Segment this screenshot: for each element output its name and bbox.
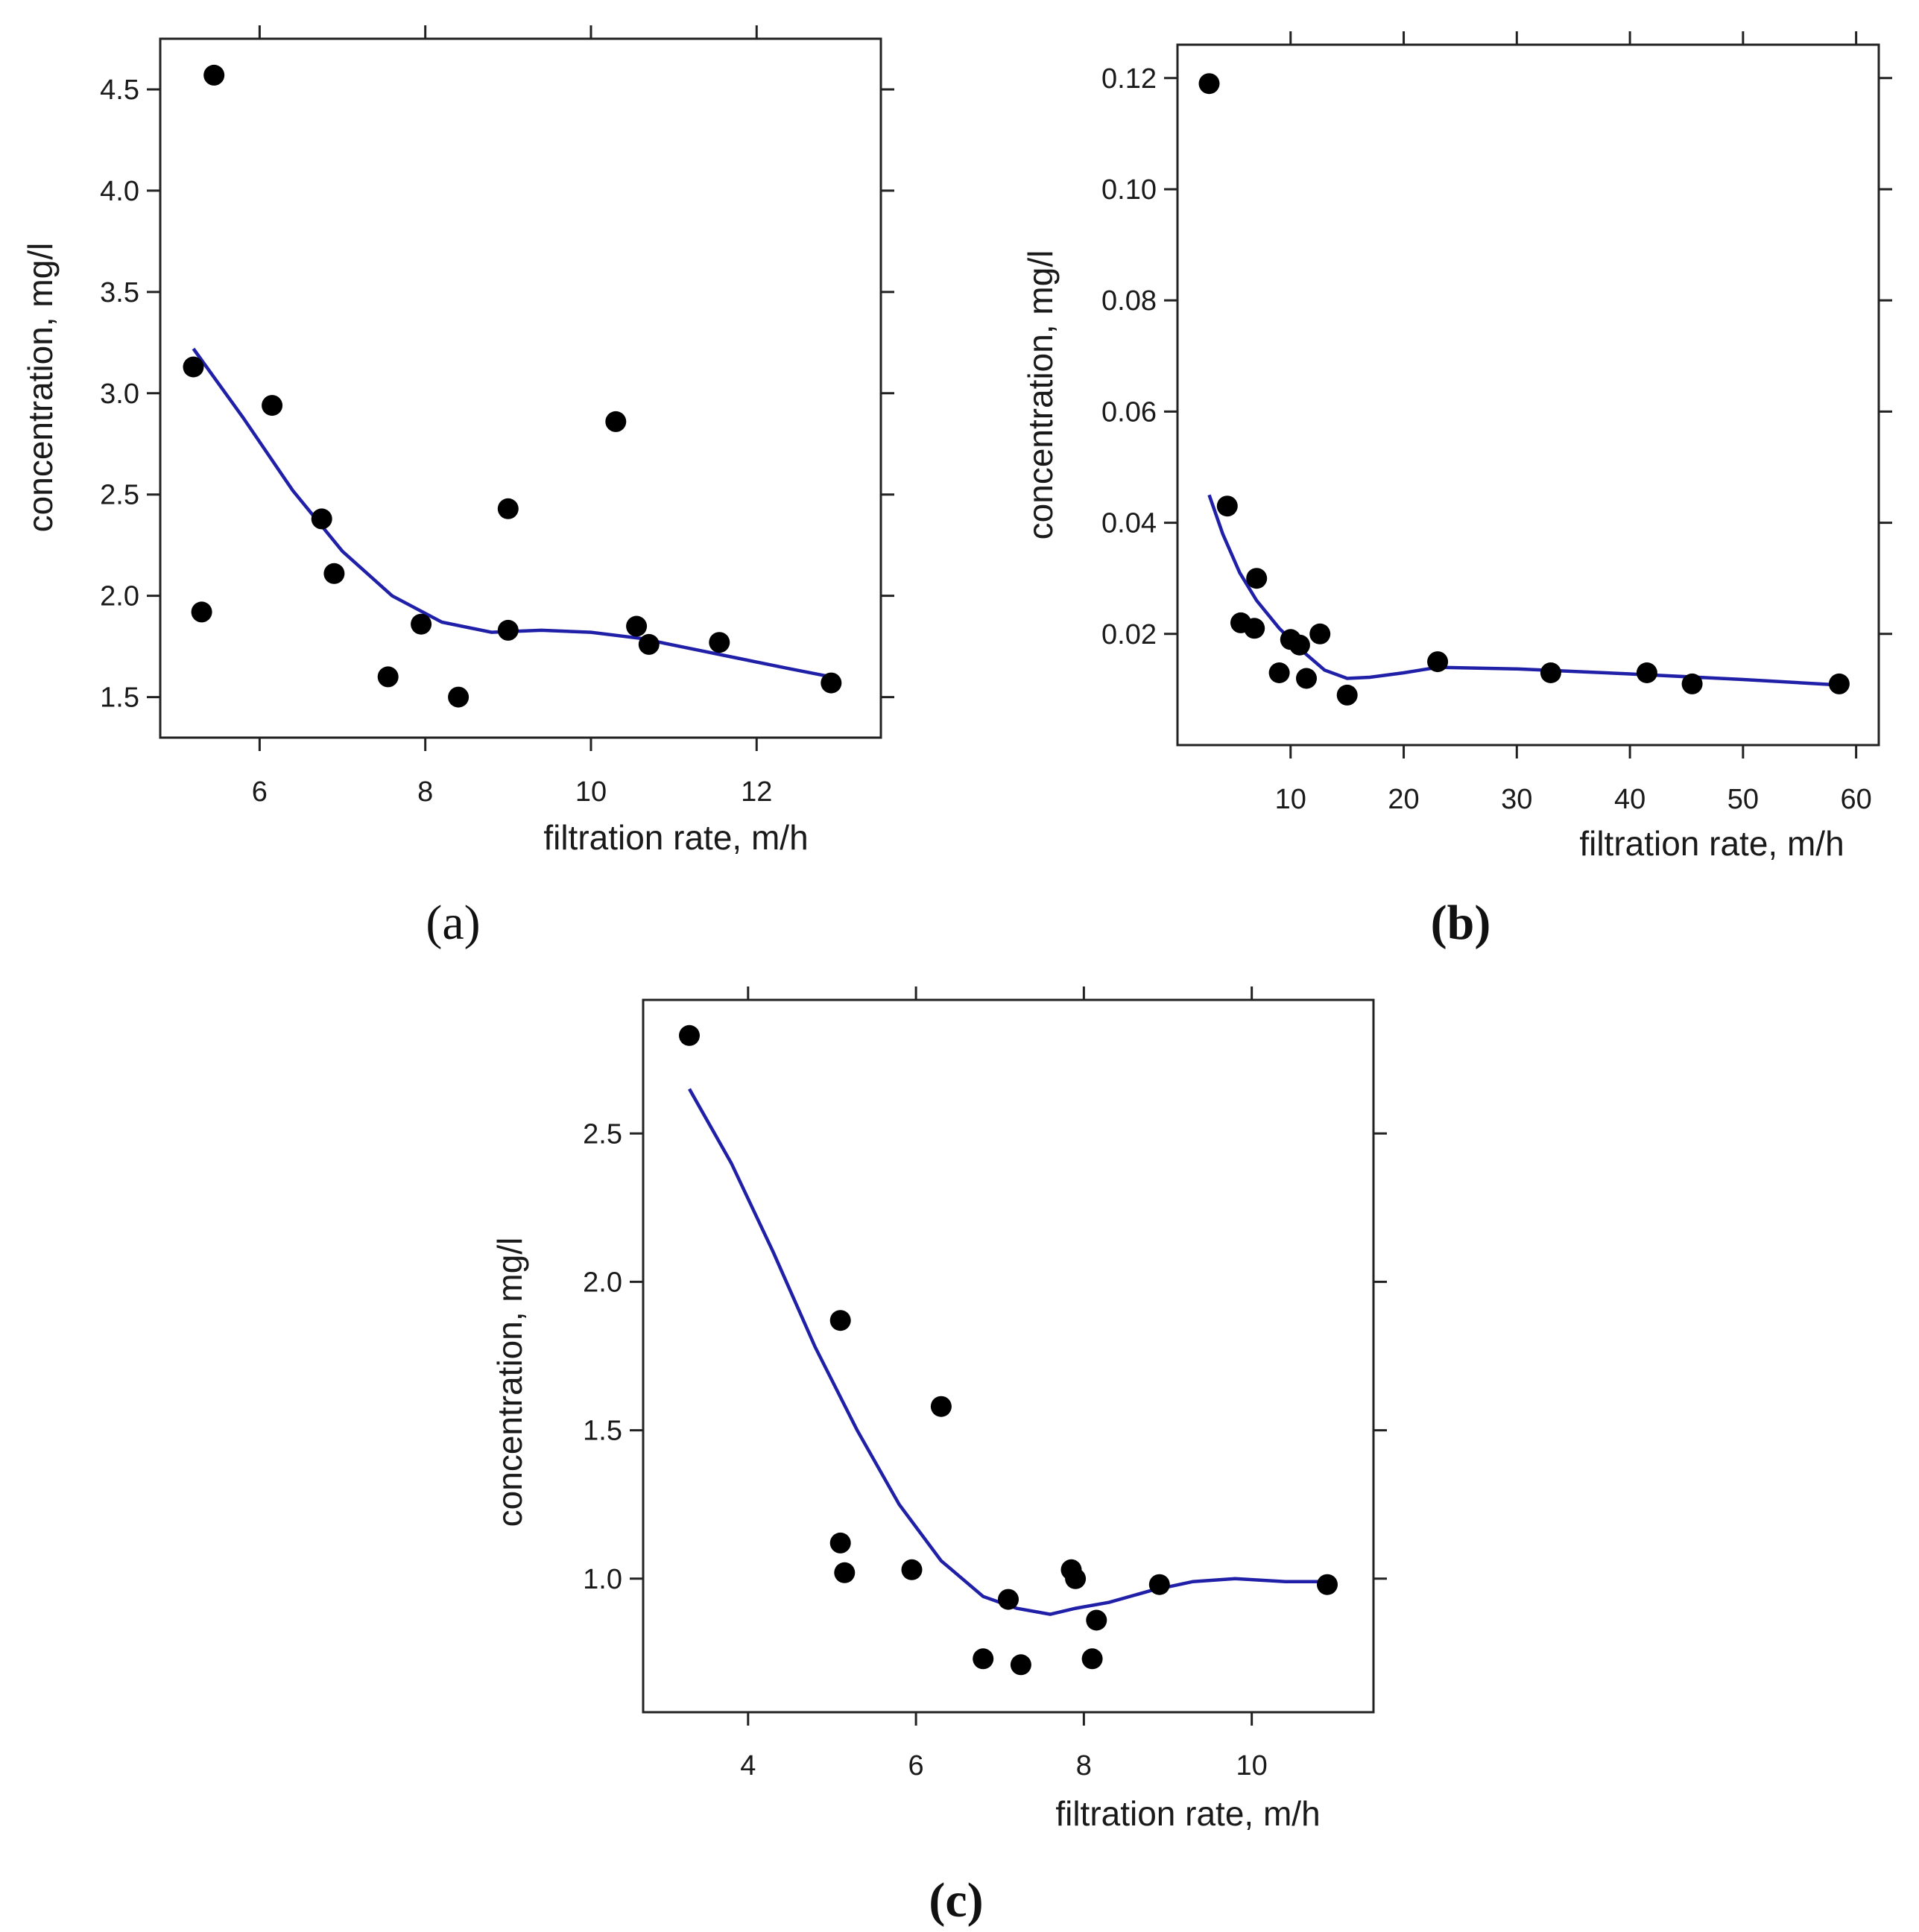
y-tick-label: 2.0 <box>100 581 139 612</box>
data-point <box>1198 73 1220 95</box>
data-point <box>1336 684 1358 706</box>
data-point <box>1244 618 1265 639</box>
data-point <box>834 1562 856 1583</box>
panel-b: 10 20 30 40 50 60 0.02 0.04 0.06 0.08 0.10 0.12 filt… <box>1021 31 1892 950</box>
data-point <box>973 1648 994 1670</box>
data-point <box>377 666 399 688</box>
x-tick-label: 10 <box>575 776 607 808</box>
x-tick-label: 4 <box>740 1750 756 1781</box>
data-point <box>1246 568 1268 589</box>
data-point <box>901 1559 923 1580</box>
data-point <box>323 563 345 584</box>
data-point <box>1081 1648 1103 1670</box>
data-point <box>203 64 225 86</box>
data-point <box>1010 1654 1031 1676</box>
data-point <box>1086 1609 1107 1631</box>
x-axis-label: filtration rate, m/h <box>543 818 808 857</box>
data-point <box>1317 1574 1338 1595</box>
data-point <box>1540 662 1561 683</box>
y-tick-label: 2.5 <box>100 480 139 511</box>
data-point <box>311 508 332 530</box>
data-point <box>1296 668 1317 689</box>
y-tick-label: 1.5 <box>583 1416 622 1447</box>
data-point <box>191 601 212 623</box>
smoothed-trend-line <box>688 1088 1327 1616</box>
smoothed-trend-line <box>1207 494 1840 687</box>
panel-label: (b) <box>1431 896 1491 950</box>
data-point <box>497 619 519 641</box>
data-point <box>1681 673 1703 694</box>
data-point <box>638 633 660 655</box>
data-point <box>930 1396 952 1417</box>
y-tick-label: 0.08 <box>1101 285 1157 317</box>
y-tick-label: 1.5 <box>100 682 139 714</box>
data-point <box>1268 662 1290 683</box>
data-point <box>829 1532 851 1553</box>
panel-c: 4 6 8 10 1.0 1.5 2.0 2.5 filtration rate, m/h con… <box>490 986 1387 1928</box>
data-point <box>829 1310 851 1331</box>
data-point <box>262 395 283 417</box>
y-axis-label: concentration, mg/l <box>490 1238 529 1527</box>
y-axis-label: concentration, mg/l <box>1021 250 1060 540</box>
y-tick-label: 0.06 <box>1101 396 1157 428</box>
y-tick-label: 4.5 <box>100 75 139 106</box>
plot-frame <box>1176 43 1880 747</box>
data-point <box>998 1589 1019 1610</box>
x-tick-label: 60 <box>1841 784 1872 815</box>
data-point <box>1065 1568 1087 1589</box>
panel-label: (c) <box>929 1873 983 1928</box>
data-point <box>605 411 627 432</box>
data-point <box>448 686 470 708</box>
x-tick-label: 30 <box>1501 784 1532 815</box>
x-tick-label: 50 <box>1727 784 1759 815</box>
x-tick-label: 40 <box>1614 784 1645 815</box>
panel-a: 6 8 10 12 1.5 2.0 2.5 3.0 3.5 4.0 4.5 filtration ra… <box>21 25 894 950</box>
data-point <box>1216 495 1238 517</box>
y-tick-label: 2.5 <box>583 1118 622 1150</box>
x-axis-label: filtration rate, m/h <box>1579 824 1844 863</box>
y-axis-label: concentration, mg/l <box>21 243 60 533</box>
x-tick-label: 10 <box>1236 1750 1268 1781</box>
y-tick-label: 3.5 <box>100 277 139 308</box>
data-point <box>411 613 432 635</box>
y-tick-label: 0.12 <box>1101 63 1157 95</box>
x-tick-label: 12 <box>741 776 772 808</box>
y-tick-label: 0.04 <box>1101 508 1157 539</box>
x-tick-label: 6 <box>252 776 268 808</box>
x-axis-label: filtration rate, m/h <box>1055 1794 1320 1833</box>
data-point <box>1828 673 1850 694</box>
x-tick-label: 8 <box>417 776 433 808</box>
x-tick-label: 10 <box>1275 784 1306 815</box>
x-tick-label: 6 <box>908 1750 924 1781</box>
y-tick-label: 2.0 <box>583 1267 622 1298</box>
y-tick-label: 4.0 <box>100 176 139 207</box>
y-tick-label: 0.02 <box>1101 619 1157 650</box>
data-point <box>679 1024 700 1046</box>
y-tick-label: 0.10 <box>1101 174 1157 206</box>
data-point <box>821 672 842 694</box>
data-point <box>626 615 648 637</box>
data-point <box>183 356 204 378</box>
data-point <box>1427 651 1449 673</box>
data-point <box>709 632 730 653</box>
data-point <box>1309 623 1331 644</box>
data-point <box>497 498 519 519</box>
x-tick-label: 8 <box>1076 1750 1092 1781</box>
data-point <box>1289 634 1310 656</box>
plot-frame <box>159 37 882 739</box>
plot-frame <box>642 998 1375 1714</box>
panel-label: (a) <box>426 896 480 950</box>
y-tick-label: 1.0 <box>583 1564 622 1595</box>
x-tick-label: 20 <box>1388 784 1419 815</box>
y-tick-label: 3.0 <box>100 379 139 410</box>
data-point <box>1636 662 1657 683</box>
data-point <box>1148 1574 1170 1595</box>
